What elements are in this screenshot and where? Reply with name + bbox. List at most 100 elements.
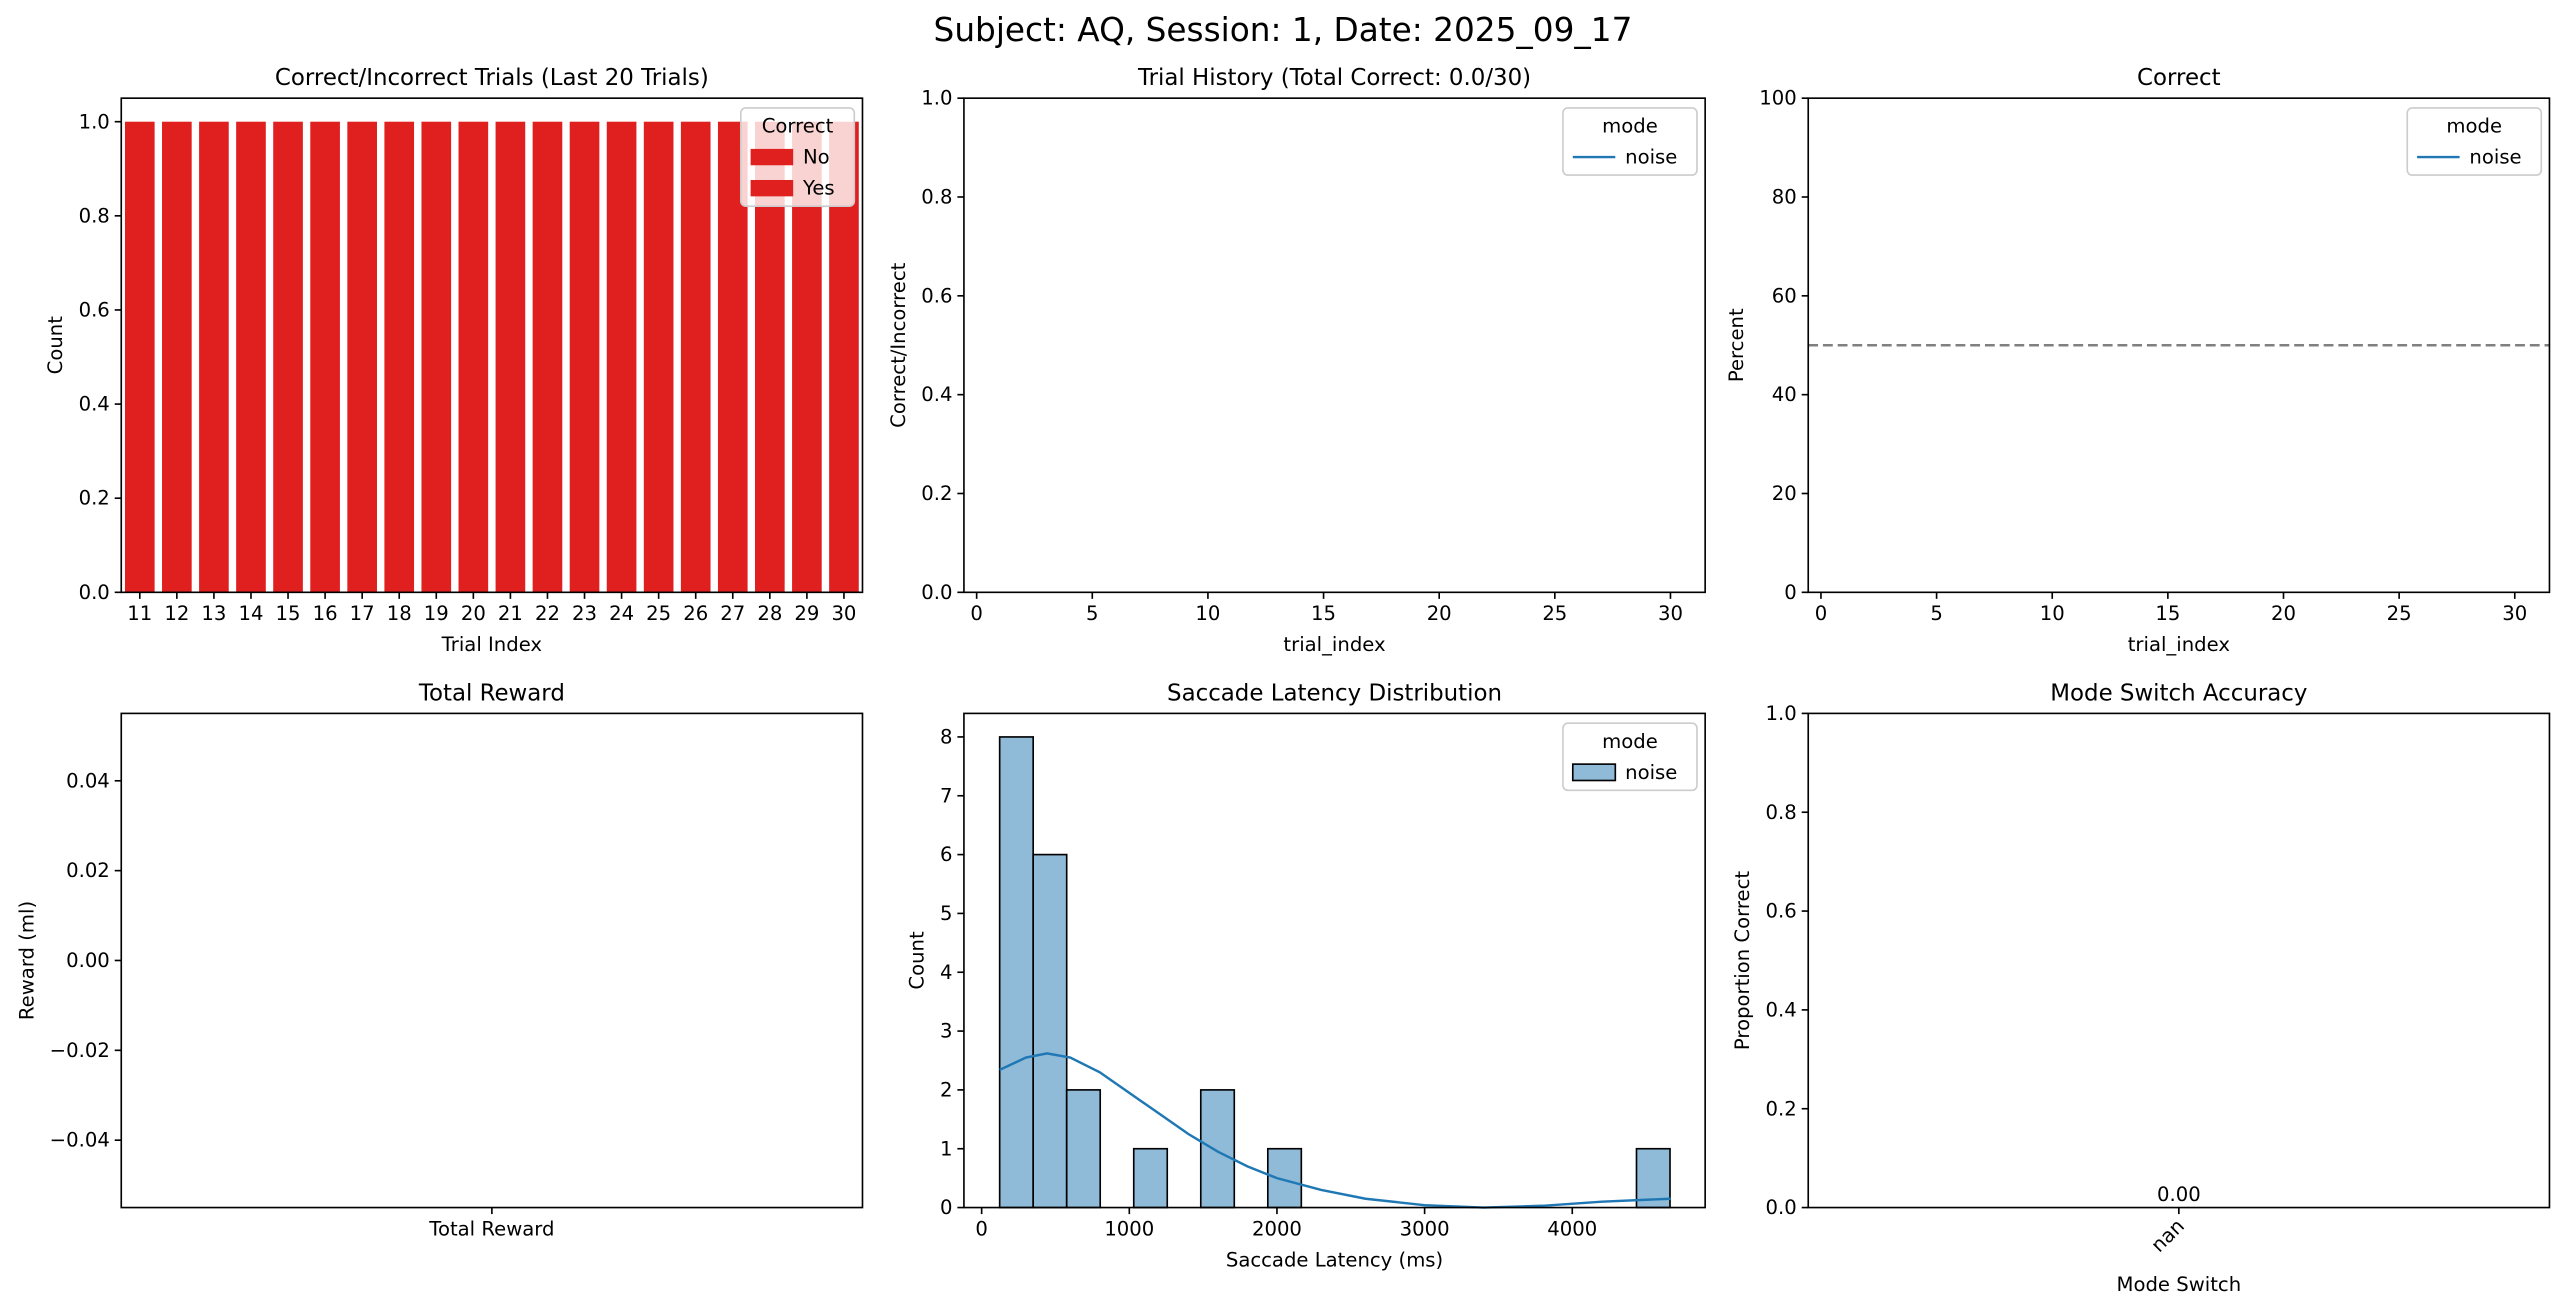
y-tick-label: 80 [1772,186,1797,209]
y-tick-label: 0 [940,1196,953,1219]
y-tick-label: −0.02 [50,1039,110,1062]
y-tick-label: 60 [1772,284,1797,307]
histogram-bar [1132,1147,1169,1209]
x-tick-label: 24 [609,602,634,625]
histogram-bar [998,736,1034,1209]
bar [606,121,637,593]
y-tick-label: 8 [940,725,953,748]
legend-title: mode [2446,115,2502,138]
y-axis-label: Reward (ml) [15,901,38,1020]
x-tick-label: Total Reward [428,1217,554,1240]
y-tick-label: 100 [1759,87,1796,110]
bar [569,121,600,593]
y-axis-label: Correct/Incorrect [887,262,910,427]
y-tick-label: 0.0 [79,581,110,604]
x-tick-label: 15 [2155,602,2180,625]
x-tick-label: 1000 [1104,1217,1154,1240]
x-axis-label: trial_index [2128,633,2230,656]
bar [124,121,155,593]
bar [458,121,489,593]
y-axis-label: Proportion Correct [1731,871,1754,1050]
figure-title: Subject: AQ, Session: 1, Date: 2025_09_1… [934,11,1633,49]
x-tick-label: 0 [975,1217,988,1240]
histogram-bar [1199,1089,1236,1209]
x-tick-label: 10 [2040,602,2065,625]
x-tick-label: 5 [1930,602,1943,625]
y-tick-label: 3 [940,1020,953,1043]
x-tick-label: 0 [1815,602,1828,625]
legend-title: mode [1602,115,1658,138]
axes-title: Correct [2137,65,2221,91]
bar [162,121,192,593]
legend-title: mode [1602,730,1658,753]
y-tick-label: 2 [940,1078,953,1101]
y-axis-label: Count [906,931,929,990]
x-tick-label: 25 [646,602,671,625]
y-axis-label: Percent [1725,308,1748,382]
x-tick-label: 16 [313,602,338,625]
y-tick-label: 0.2 [79,487,110,510]
x-tick-label: 26 [683,602,708,625]
y-tick-label: 40 [1772,383,1797,406]
y-tick-label: 0.0 [1766,1196,1797,1219]
x-tick-label: 30 [831,602,856,625]
x-axis-label: Trial Index [441,633,542,656]
x-tick-label: 2000 [1252,1217,1302,1240]
axes-frame [1807,97,2551,594]
y-tick-label: 0.2 [921,482,952,505]
legend-swatch [750,148,794,166]
legend-label: noise [1625,761,1677,784]
legend-label: Yes [802,177,835,200]
x-tick-label: 25 [1542,602,1567,625]
x-tick-label: 29 [794,602,819,625]
axes-title: Trial History (Total Correct: 0.0/30) [1137,65,1531,91]
y-tick-label: 5 [940,902,953,925]
bar [236,121,266,593]
histogram-bar [1032,853,1068,1209]
x-tick-label: 4000 [1547,1217,1597,1240]
bar [643,121,674,593]
x-tick-label: 25 [2387,602,2412,625]
y-tick-label: 20 [1772,482,1797,505]
x-tick-label: 14 [238,602,263,625]
legend-title: Correct [762,115,834,138]
bar [347,121,377,593]
x-tick-label: 20 [1427,602,1452,625]
y-tick-label: 0.04 [66,769,110,792]
x-tick-label: 20 [2271,602,2296,625]
y-tick-label: −0.04 [50,1129,110,1152]
y-tick-label: 7 [940,784,953,807]
x-tick-label: 23 [572,602,597,625]
y-tick-label: 1.0 [921,87,952,110]
y-tick-label: 0.8 [1766,801,1797,824]
y-tick-label: 0.4 [79,393,110,416]
y-tick-label: 1 [940,1137,953,1160]
y-tick-label: 0.6 [921,284,952,307]
x-tick-label: 30 [2502,602,2527,625]
y-tick-label: 0.8 [921,186,952,209]
x-axis-label: Mode Switch [2117,1273,2242,1296]
x-tick-label: 17 [350,602,375,625]
legend-swatch [1571,763,1617,782]
axes-title: Mode Switch Accuracy [2050,680,2307,706]
y-tick-label: 0.0 [921,581,952,604]
axes-frame [963,97,1706,594]
x-tick-label: 10 [1195,602,1220,625]
bar [421,121,452,593]
y-tick-label: 0 [1784,581,1797,604]
x-tick-label: 30 [1658,602,1683,625]
x-tick-label: 0 [970,602,983,625]
y-tick-label: 4 [940,961,953,984]
x-tick-label: 5 [1086,602,1099,625]
bar [680,121,711,593]
x-tick-label: 21 [498,602,523,625]
x-tick-label: 13 [201,602,226,625]
y-tick-label: 0.8 [79,204,110,227]
bar [495,121,526,593]
legend-label: noise [1625,146,1677,169]
legend-swatch [750,179,794,197]
x-tick-label: 20 [461,602,486,625]
y-axis-label: Count [44,316,67,375]
histogram-bar [1266,1147,1303,1209]
